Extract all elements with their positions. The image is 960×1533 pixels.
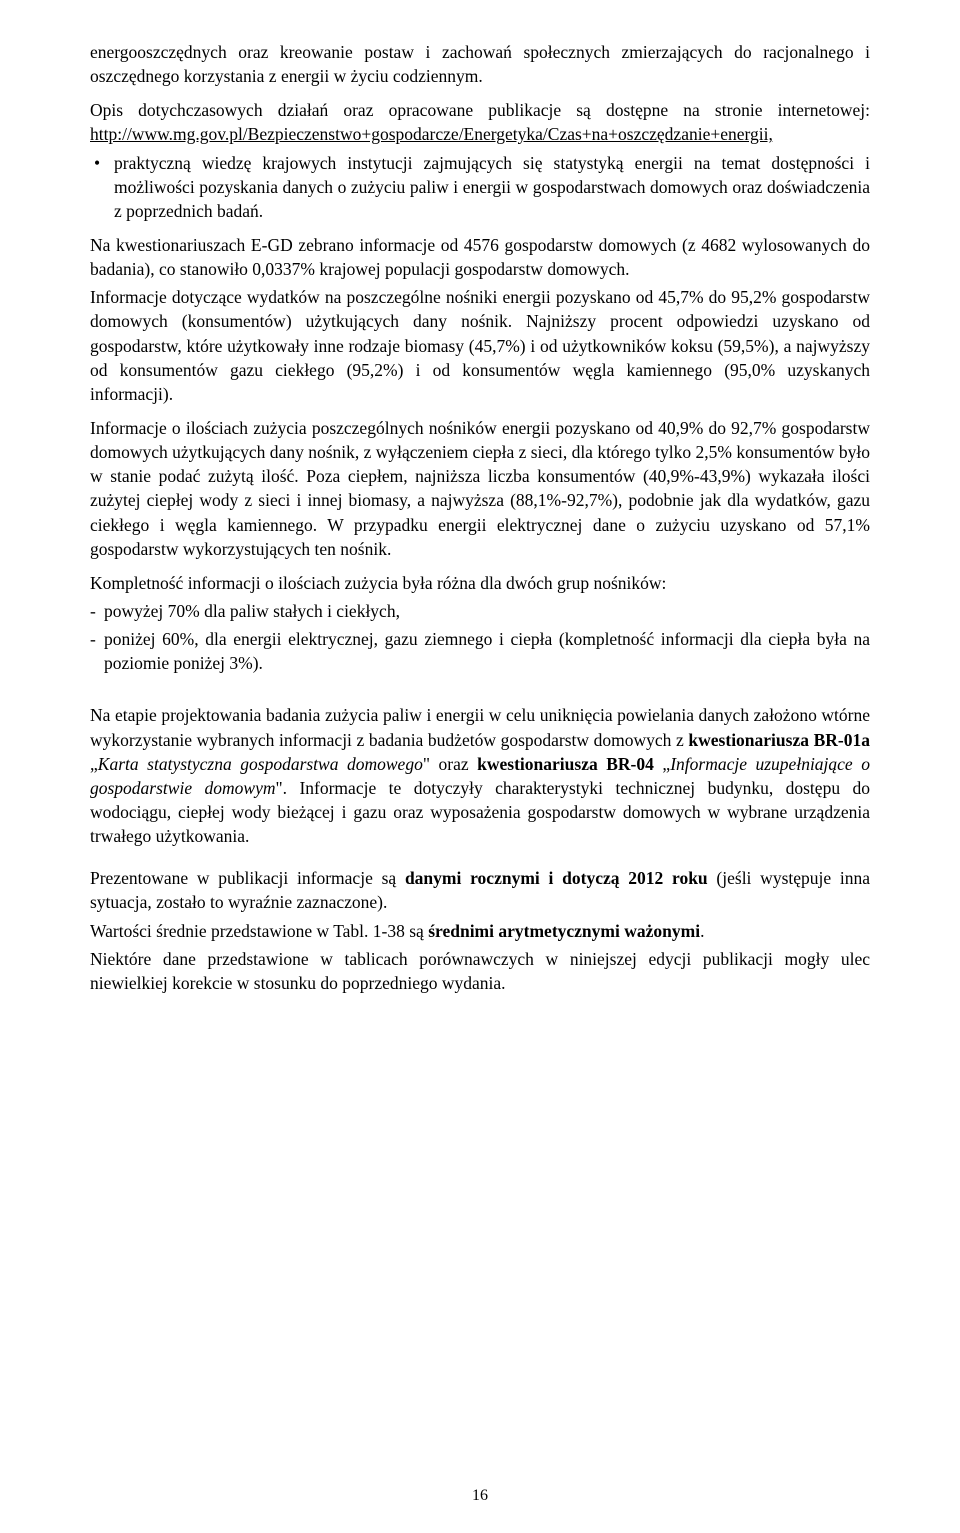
- paragraph: Niektóre dane przedstawione w tablicach …: [90, 947, 870, 995]
- paragraph: Na etapie projektowania badania zużycia …: [90, 703, 870, 848]
- page-number: 16: [0, 1485, 960, 1507]
- hyperlink[interactable]: http://www.mg.gov.pl/Bezpieczenstwo+gosp…: [90, 124, 773, 144]
- spacer: [90, 858, 870, 866]
- text-run: Prezentowane w publikacji informacje są: [90, 868, 405, 888]
- paragraph: Informacje o ilościach zużycia poszczegó…: [90, 416, 870, 561]
- bold-run: danymi rocznymi i dotyczą 2012 roku: [405, 868, 708, 888]
- dash-item: powyżej 70% dla paliw stałych i ciekłych…: [90, 599, 870, 623]
- paragraph: energooszczędnych oraz kreowanie postaw …: [90, 40, 870, 88]
- paragraph: Kompletność informacji o ilościach zużyc…: [90, 571, 870, 595]
- paragraph: Prezentowane w publikacji informacje są …: [90, 866, 870, 914]
- bullet-item: praktyczną wiedzę krajowych instytucji z…: [90, 151, 870, 223]
- text-run: „: [654, 754, 670, 774]
- spacer: [90, 689, 870, 703]
- dash-list: powyżej 70% dla paliw stałych i ciekłych…: [90, 599, 870, 675]
- text-run: .: [700, 921, 704, 941]
- paragraph: Opis dotychczasowych działań oraz opraco…: [90, 98, 870, 146]
- dash-item: poniżej 60%, dla energii elektrycznej, g…: [90, 627, 870, 675]
- bold-run: kwestionariusza BR-01a: [688, 730, 870, 750]
- text-run: „: [90, 754, 98, 774]
- paragraph: Na kwestionariuszach E-GD zebrano inform…: [90, 233, 870, 281]
- bold-run: średnimi arytmetycznymi ważonymi: [428, 921, 700, 941]
- bold-run: kwestionariusza BR-04: [477, 754, 654, 774]
- text-run: Opis dotychczasowych działań oraz opraco…: [90, 100, 870, 120]
- text-run: " oraz: [423, 754, 477, 774]
- paragraph: Wartości średnie przedstawione w Tabl. 1…: [90, 919, 870, 943]
- italic-run: Karta statystyczna gospodarstwa domowego: [98, 754, 423, 774]
- document-page: energooszczędnych oraz kreowanie postaw …: [0, 0, 960, 1533]
- bullet-list: praktyczną wiedzę krajowych instytucji z…: [90, 151, 870, 223]
- paragraph: Informacje dotyczące wydatków na poszcze…: [90, 285, 870, 406]
- text-run: Wartości średnie przedstawione w Tabl. 1…: [90, 921, 428, 941]
